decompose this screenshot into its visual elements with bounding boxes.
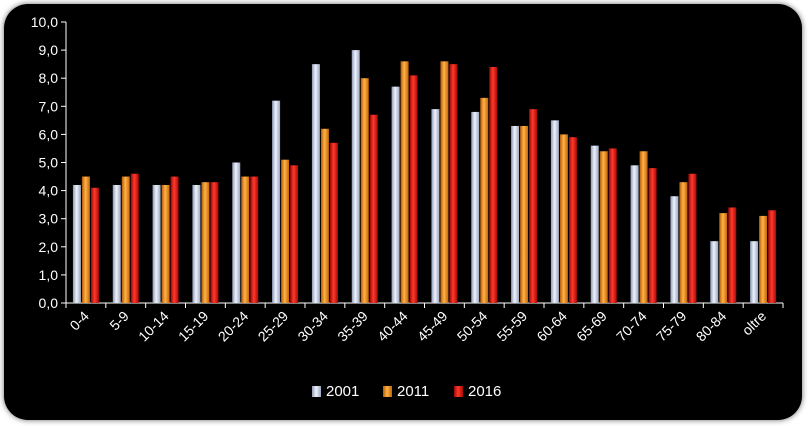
bar-2016 — [369, 114, 378, 303]
bar-2001 — [550, 120, 559, 303]
bar-2001 — [511, 125, 520, 303]
y-tick-label: 10,0 — [31, 14, 58, 30]
bar-2011 — [520, 125, 529, 303]
legend-label-2011: 2011 — [397, 383, 429, 400]
legend-label-2016: 2016 — [468, 383, 501, 400]
y-tick-label: 7,0 — [39, 98, 59, 114]
x-tick-label: 45-49 — [414, 308, 451, 345]
bar-2001 — [630, 165, 639, 303]
bar-2011 — [241, 176, 250, 303]
y-tick-label: 8,0 — [39, 70, 59, 86]
y-tick-label: 9,0 — [39, 42, 59, 58]
bar-2001 — [351, 50, 360, 303]
bar-2011 — [161, 184, 170, 303]
x-tick-label: 75-79 — [653, 308, 690, 345]
legend-swatch-2001 — [312, 386, 321, 397]
bar-2016 — [170, 176, 179, 303]
legend-swatch-2011 — [383, 386, 392, 397]
bar-2016 — [449, 64, 458, 304]
legend-label-2001: 2001 — [326, 383, 359, 400]
bar-2016 — [250, 176, 259, 303]
bar-2001 — [590, 145, 599, 303]
y-tick-label: 4,0 — [39, 183, 59, 199]
y-axis: 0,0 1,0 2,0 3,0 4,0 5,0 6,0 7,0 8,0 9,0 10,0 — [31, 14, 67, 311]
bar-2011 — [360, 78, 369, 303]
bar-2016 — [768, 210, 777, 303]
bar-2016 — [290, 165, 299, 303]
bar-2011 — [320, 128, 329, 303]
bar-2001 — [112, 184, 121, 303]
y-tick-label: 2,0 — [39, 239, 59, 255]
bar-2016 — [90, 187, 99, 303]
bar-2001 — [431, 109, 440, 303]
bar-2001 — [72, 184, 81, 303]
bar-2011 — [759, 215, 768, 303]
bar-2011 — [121, 176, 130, 303]
legend-swatch-2016 — [454, 386, 463, 397]
x-tick-label: 0-4 — [66, 308, 92, 334]
x-tick-label: 5-9 — [106, 308, 132, 334]
bar-2016 — [648, 168, 657, 303]
bar-2001 — [670, 196, 679, 303]
bar-2016 — [529, 109, 538, 303]
bar-2001 — [152, 184, 161, 303]
bar-2016 — [608, 148, 617, 303]
y-tick-label: 1,0 — [39, 267, 59, 283]
bar-2016 — [568, 137, 577, 303]
bar-2016 — [130, 173, 139, 303]
x-tick-label: 55-59 — [494, 308, 531, 345]
bar-2011 — [281, 159, 290, 303]
x-tick-label: 30-34 — [294, 308, 331, 345]
bar-2011 — [599, 151, 608, 303]
x-tick-label: 80-84 — [693, 308, 730, 345]
y-tick-label: 5,0 — [39, 155, 59, 171]
bar-2016 — [329, 142, 338, 303]
bar-2016 — [688, 173, 697, 303]
bar-2001 — [311, 64, 320, 304]
y-tick-label: 6,0 — [39, 126, 59, 142]
bar-2001 — [391, 86, 400, 303]
x-tick-label: 25-29 — [255, 308, 292, 345]
x-tick-label: 35-39 — [334, 308, 371, 345]
bar-2016 — [409, 75, 418, 303]
x-tick-label: 60-64 — [533, 308, 570, 345]
x-tick-label: 15-19 — [175, 308, 212, 345]
x-tick-label: 65-69 — [573, 308, 610, 345]
bar-2011 — [719, 213, 728, 303]
bars-group — [72, 50, 777, 304]
x-tick-label: 40-44 — [374, 308, 411, 345]
bar-2001 — [710, 241, 719, 303]
bar-2016 — [489, 66, 498, 304]
x-tick-label: 70-74 — [613, 308, 650, 345]
bar-2011 — [679, 182, 688, 303]
legend: 2001 2011 2016 — [312, 383, 501, 400]
bar-2011 — [81, 176, 90, 303]
bar-2011 — [639, 151, 648, 303]
bar-2001 — [232, 162, 241, 303]
bar-2011 — [559, 134, 568, 303]
bar-2001 — [750, 241, 759, 303]
bar-2001 — [272, 100, 281, 304]
bar-2011 — [480, 97, 489, 304]
x-tick-label: oltre — [739, 308, 770, 339]
bar-2016 — [728, 207, 737, 303]
x-tick-label: 10-14 — [135, 308, 172, 345]
bar-2001 — [471, 111, 480, 303]
bar-2001 — [192, 184, 201, 303]
y-tick-label: 0,0 — [39, 295, 59, 311]
bar-2016 — [210, 182, 219, 303]
bar-2011 — [400, 61, 409, 304]
bar-2011 — [440, 61, 449, 304]
bar-2011 — [201, 182, 210, 303]
x-tick-label: 20-24 — [215, 308, 252, 345]
x-tick-label: 50-54 — [454, 308, 491, 345]
y-tick-label: 3,0 — [39, 211, 59, 227]
x-axis: 0-4 5-9 10-14 15-19 20-24 25-29 30-34 35-39 40-4… — [65, 302, 784, 345]
